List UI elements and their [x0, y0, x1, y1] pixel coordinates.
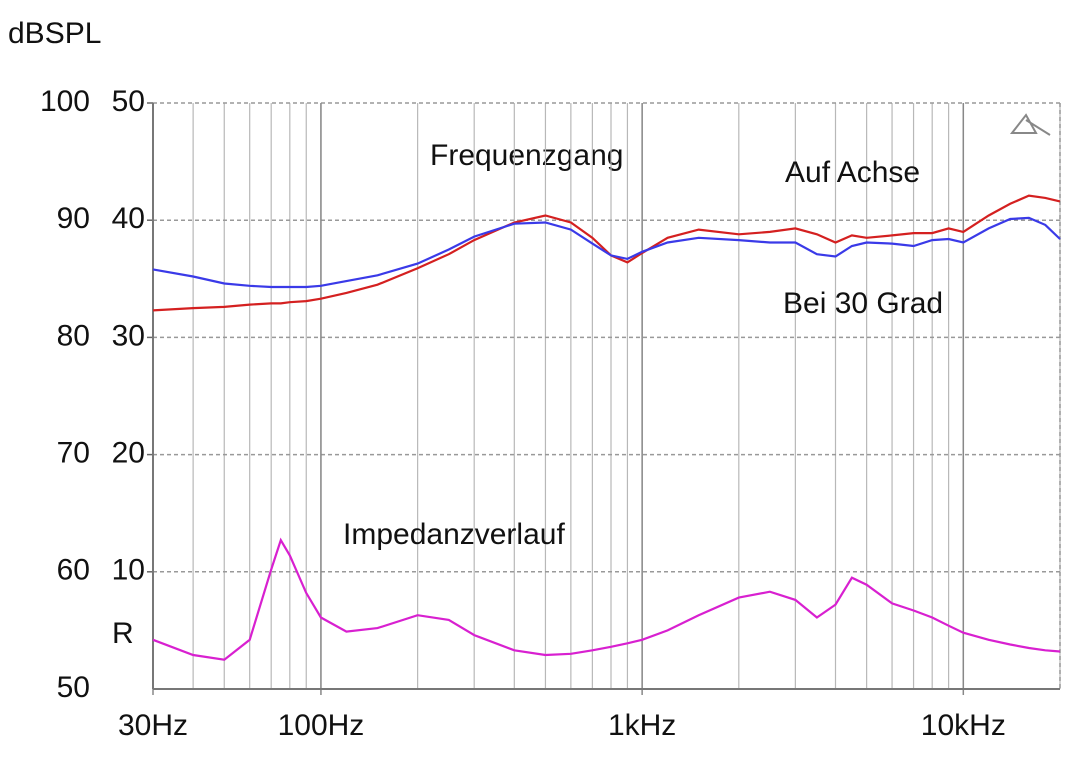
- series-line: [152, 194, 1061, 312]
- x-tick-label: 10kHz: [921, 709, 1006, 742]
- y-tick-label: 100: [40, 85, 90, 118]
- series-line: [152, 537, 1061, 661]
- annotation: Frequenzgang: [430, 139, 623, 172]
- y-tick-label: 90: [57, 202, 90, 235]
- y-tick-label: 80: [57, 319, 90, 352]
- x-tick-label: 30Hz: [118, 709, 188, 742]
- corner-icon: [1009, 113, 1051, 136]
- series-label: Impedanzverlauf: [343, 518, 565, 551]
- y-axis-label: dBSPL: [8, 17, 101, 50]
- y2-tick-label: 10: [112, 554, 145, 587]
- x-tick-label: 100Hz: [278, 709, 365, 742]
- series-line: [152, 216, 1061, 289]
- y-tick-label: 70: [57, 437, 90, 470]
- y2-tick-label: 50: [112, 85, 145, 118]
- y-tick-label: 50: [57, 671, 90, 704]
- x-tick-label: 1kHz: [608, 709, 676, 742]
- series-label: Auf Achse: [785, 156, 920, 189]
- y2-tick-label: 30: [112, 319, 145, 352]
- y2-tick-label: 20: [112, 437, 145, 470]
- y-tick-label: 60: [57, 554, 90, 587]
- y2-axis-label: R: [112, 617, 134, 650]
- series-label: Bei 30 Grad: [783, 287, 943, 320]
- y2-tick-label: 40: [112, 202, 145, 235]
